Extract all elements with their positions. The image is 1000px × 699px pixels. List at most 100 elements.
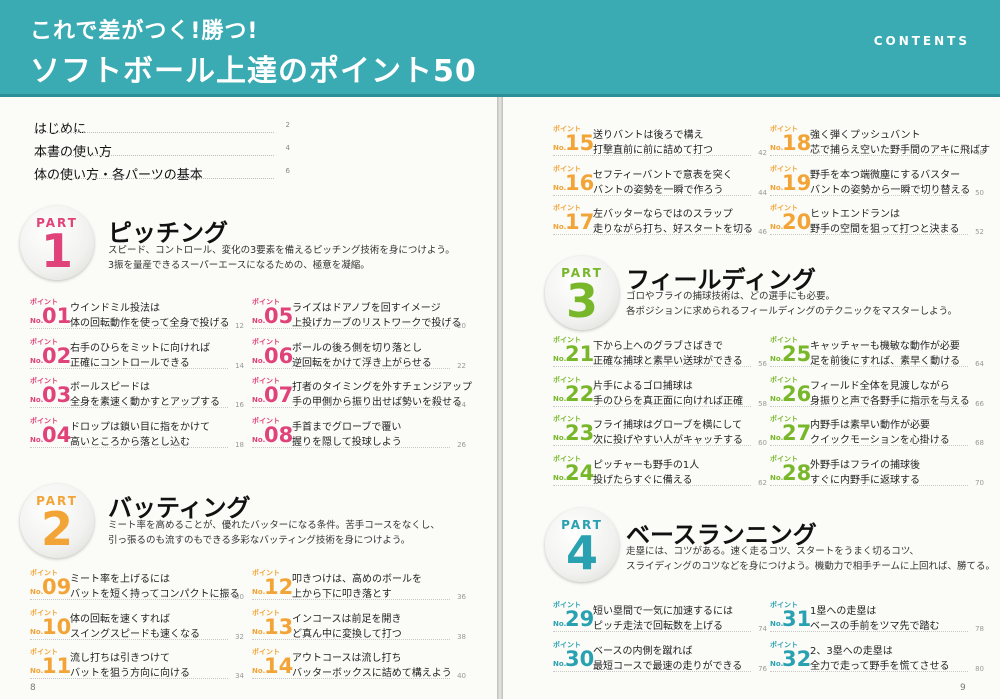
point-title-line1: 内野手は素早い動作が必要 xyxy=(810,420,930,431)
point-label: ポイント xyxy=(252,648,280,656)
toc-entry[interactable]: ポイント No. 24 ピッチャーも野手の1人 投げたらすぐに備える 62 xyxy=(553,454,767,494)
toc-entry[interactable]: ポイント No. 20 ヒットエンドランは 野手の空間を狙って打つと決まる 52 xyxy=(770,203,984,243)
left-page xyxy=(0,0,497,699)
point-number: 10 xyxy=(42,615,72,639)
point-page: 56 xyxy=(758,360,767,368)
point-no-label: No. xyxy=(770,395,784,403)
leader-dots xyxy=(770,195,968,196)
toc-entry[interactable]: ポイント No. 05 ライズはドアノブを回すイメージ 上投げカーブのリストワークで投げ… xyxy=(252,297,466,337)
point-label: ポイント xyxy=(553,415,581,423)
toc-entry[interactable]: ポイント No. 11 流し打ちは引きつけて バットを狙う方向に向ける 34 xyxy=(30,647,244,687)
part-badge: PART 4 xyxy=(545,508,619,582)
toc-entry[interactable]: ポイント No. 23 フライ捕球はグローブを横にして 次に投げやすい人がキャッチする 6… xyxy=(553,414,767,454)
toc-entry[interactable]: ポイント No. 03 ボールスピードは 全身を素速く動かすとアップする 16 xyxy=(30,376,244,416)
point-label: ポイント xyxy=(770,376,798,384)
point-title-line1: セフティーバントで意表を突く xyxy=(593,170,733,181)
point-title-line1: ベースの内側を蹴れば xyxy=(593,646,693,657)
point-page: 42 xyxy=(758,149,767,157)
intro-label: 本書の使い方 xyxy=(34,145,113,160)
point-title-line1: 流し打ちは引きつけて xyxy=(70,653,170,664)
intro-page: 4 xyxy=(285,144,290,152)
point-no-label: No. xyxy=(553,620,567,628)
intro-entry[interactable]: 本書の使い方 4 xyxy=(34,141,290,160)
toc-entry[interactable]: ポイント No. 06 ボールの後ろ側を切り落とし 逆回転をかけて浮き上がらせる 22 xyxy=(252,337,466,377)
intro-entry[interactable]: 体の使い方・各パーツの基本 6 xyxy=(34,164,290,183)
toc-entry[interactable]: ポイント No. 32 2、3塁への走塁は 全力で走って野手を慌てさせる 80 xyxy=(770,640,984,680)
toc-entry[interactable]: ポイント No. 01 ウインドミル投法は 体の回転動作を使って全身で投げる 12 xyxy=(30,297,244,337)
leader-dots xyxy=(252,639,450,640)
toc-entry[interactable]: ポイント No. 04 ドロップは鎖い目に指をかけて 高いところから落とし込む 18 xyxy=(30,416,244,456)
part-title: ベースランニング xyxy=(626,521,817,549)
toc-entry[interactable]: ポイント No. 14 アウトコースは流し打ち バッターボックスに詰めて構えよう 40 xyxy=(252,647,466,687)
point-no-label: No. xyxy=(30,436,44,444)
point-title-line1: インコースは前足を開き xyxy=(292,614,402,625)
toc-entry[interactable]: ポイント No. 13 インコースは前足を開き ど真ん中に変換して打つ 38 xyxy=(252,608,466,648)
point-number: 09 xyxy=(42,575,72,599)
point-page: 78 xyxy=(975,625,984,633)
toc-entry[interactable]: ポイント No. 10 体の回転を速くすれば スイングスピードも速くなる 32 xyxy=(30,608,244,648)
leader-dots xyxy=(553,155,751,156)
leader-dots xyxy=(30,639,228,640)
point-number: 27 xyxy=(782,421,812,445)
point-no-label: No. xyxy=(553,355,567,363)
point-page: 24 xyxy=(457,401,466,409)
intro-entry[interactable]: はじめに 2 xyxy=(34,118,290,137)
part-badge: PART 3 xyxy=(545,256,619,330)
point-title-line2: 体の回転動作を使って全身で投げる xyxy=(70,318,230,329)
toc-entry[interactable]: ポイント No. 31 1塁への走塁は ベースの手前をツマ先で踏む 78 xyxy=(770,600,984,640)
point-no-label: No. xyxy=(30,357,44,365)
point-page: 40 xyxy=(457,672,466,680)
point-number: 13 xyxy=(264,615,294,639)
point-number: 02 xyxy=(42,344,72,368)
point-title-line1: 右手のひらをミットに向ければ xyxy=(70,343,210,354)
part-word: PART xyxy=(36,216,78,230)
point-number: 06 xyxy=(264,344,294,368)
point-title-line1: フライ捕球はグローブを横にして xyxy=(593,420,743,431)
point-title-line2: 芯で捕らえ空いた野手間のアキに飛ばす xyxy=(810,145,990,156)
leader-dots xyxy=(252,407,450,408)
toc-entry[interactable]: ポイント No. 07 打者のタイミングを外すチェンジアップ 手の甲側から振り出せば勢い… xyxy=(252,376,472,416)
point-page: 22 xyxy=(457,362,466,370)
toc-entry[interactable]: ポイント No. 16 セフティーバントで意表を突く バントの姿勢を一瞬で作ろう 44 xyxy=(553,164,767,204)
point-title-line1: 左バッターならではのスラップ xyxy=(593,209,733,220)
toc-entry[interactable]: ポイント No. 15 送りバントは後ろで構え 打撃直前に前に詰めて打つ 42 xyxy=(553,124,767,164)
toc-entry[interactable]: ポイント No. 19 野手を本つ端微塵にするバスター バントの姿勢から一瞬で切り替える… xyxy=(770,164,984,204)
point-number: 04 xyxy=(42,423,72,447)
toc-entry[interactable]: ポイント No. 08 手首までグローブで覆い 握りを隠して投球しよう 26 xyxy=(252,416,466,456)
toc-entry[interactable]: ポイント No. 26 フィールド全体を見渡しながら 身振りと声で各野手に指示を与える 6… xyxy=(770,375,984,415)
part-word: PART xyxy=(561,518,603,532)
toc-entry[interactable]: ポイント No. 21 下から上へのグラブさばきで 正確な捕球と素早い送球ができる 56 xyxy=(553,335,767,375)
point-page: 76 xyxy=(758,665,767,673)
intro-page: 2 xyxy=(285,121,290,129)
toc-entry[interactable]: ポイント No. 18 強く弾くプッシュバント 芯で捕らえ空いた野手間のアキに飛ばす 48 xyxy=(770,124,990,164)
toc-entry[interactable]: ポイント No. 12 叩きつけは、高めのボールを 上から下に叩き落とす 36 xyxy=(252,568,466,608)
leader-dots xyxy=(770,406,968,407)
part-badge: PART 2 xyxy=(20,484,94,558)
toc-entry[interactable]: ポイント No. 30 ベースの内側を蹴れば 最短コースで最速の走りができる 76 xyxy=(553,640,767,680)
point-label: ポイント xyxy=(30,298,58,306)
point-no-label: No. xyxy=(553,660,567,668)
point-label: ポイント xyxy=(553,376,581,384)
point-no-label: No. xyxy=(30,667,44,675)
toc-entry[interactable]: ポイント No. 02 右手のひらをミットに向ければ 正確にコントロールできる 14 xyxy=(30,337,244,377)
point-title-line2: ピッチ走法で回転数を上げる xyxy=(593,621,723,632)
toc-entry[interactable]: ポイント No. 17 左バッターならではのスラップ 走りながら打ち、好スタートを切る 4… xyxy=(553,203,767,243)
point-title-line1: 手首までグローブで覆い xyxy=(292,422,402,433)
point-page: 52 xyxy=(975,228,984,236)
leader-dots xyxy=(770,155,968,156)
toc-entry[interactable]: ポイント No. 29 短い塁間で一気に加速するには ピッチ走法で回転数を上げる 74 xyxy=(553,600,767,640)
toc-entry[interactable]: ポイント No. 09 ミート率を上げるには バットを短く持ってコンパクトに振る 30 xyxy=(30,568,244,608)
point-label: ポイント xyxy=(30,569,58,577)
point-label: ポイント xyxy=(252,569,280,577)
point-title-line1: キャッチャーも機敏な動作が必要 xyxy=(810,341,960,352)
leader-dots xyxy=(553,485,751,486)
toc-entry[interactable]: ポイント No. 22 片手によるゴロ捕球は 手のひらを真正面に向ければ正確 58 xyxy=(553,375,767,415)
toc-entry[interactable]: ポイント No. 28 外野手はフライの捕球後 すぐに内野手に返球する 70 xyxy=(770,454,984,494)
point-no-label: No. xyxy=(30,628,44,636)
leader-dots xyxy=(30,599,228,600)
point-number: 03 xyxy=(42,383,72,407)
point-number: 17 xyxy=(565,210,595,234)
leader-dots xyxy=(770,671,968,672)
toc-entry[interactable]: ポイント No. 25 キャッチャーも機敏な動作が必要 足を前後にすれば、素早く動ける 6… xyxy=(770,335,984,375)
toc-entry[interactable]: ポイント No. 27 内野手は素早い動作が必要 クイックモーションを心掛ける 68 xyxy=(770,414,984,454)
